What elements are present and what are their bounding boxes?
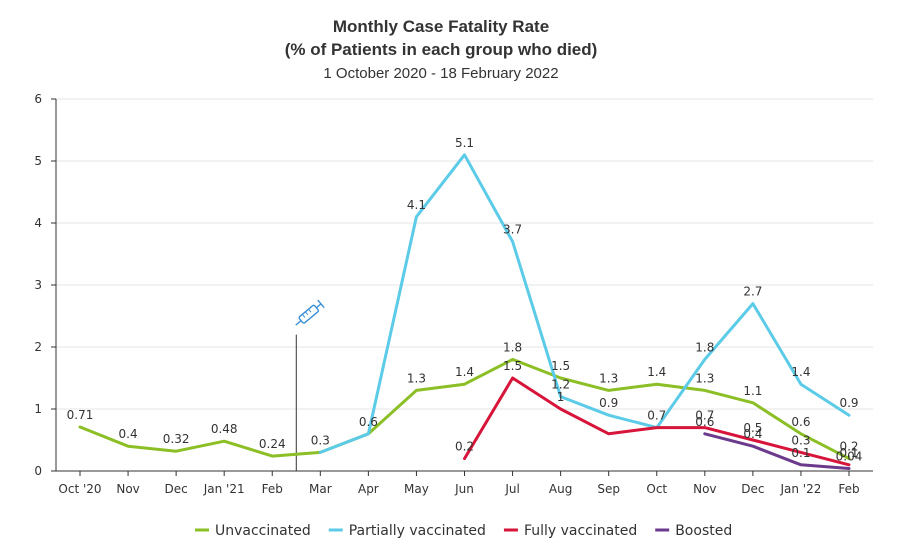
y-tick-label: 4 [34, 216, 42, 230]
data-label: 1.5 [551, 359, 570, 373]
y-tick-label: 5 [34, 154, 42, 168]
vaccination-start-annotation [295, 299, 325, 471]
data-label: 0.4 [119, 427, 138, 441]
data-label: 4.1 [407, 198, 426, 212]
x-tick-label: Nov [693, 482, 716, 496]
x-tick-label: May [404, 482, 429, 496]
data-label: 1.1 [743, 384, 762, 398]
y-gridlines [56, 98, 873, 410]
data-label: 0.32 [163, 432, 190, 446]
chart-title: Monthly Case Fatality Rate [333, 17, 549, 36]
data-label: 0.4 [743, 427, 762, 441]
data-label: 3.7 [503, 223, 522, 237]
legend-label: Boosted [675, 523, 732, 539]
data-label: 1.8 [695, 340, 714, 354]
y-tick-label: 1 [34, 402, 42, 416]
data-label: 0.9 [599, 396, 618, 410]
data-label: 0.6 [695, 415, 714, 429]
syringe-icon [295, 299, 325, 326]
legend-item-unvaccinated[interactable]: Unvaccinated [195, 523, 311, 539]
x-tick-label: Aug [549, 482, 572, 496]
data-label: 0.5 [743, 421, 762, 435]
data-label: 0.1 [791, 446, 810, 460]
x-tick-label: Dec [165, 482, 188, 496]
legend-label: Unvaccinated [215, 523, 311, 539]
data-label: 1.3 [407, 371, 426, 385]
data-labels: 0.710.4 0.320.480.24 0.30.61.3 1.41.81.51.3… [67, 136, 863, 464]
data-label: 0.48 [211, 422, 238, 436]
x-tick-label: Sep [597, 482, 620, 496]
x-tick-label: Oct '20 [58, 482, 101, 496]
y-tick-label: 6 [34, 92, 42, 106]
x-tick-label: Mar [309, 482, 332, 496]
data-label: 0.9 [839, 396, 858, 410]
data-label: 1.3 [695, 371, 714, 385]
legend-label: Fully vaccinated [524, 523, 637, 539]
syringe-needle [295, 320, 302, 326]
x-tick-label: Jan '22 [779, 482, 821, 496]
y-tick-label: 0 [34, 464, 42, 478]
data-label: 0.6 [791, 415, 810, 429]
y-tick-label: 3 [34, 278, 42, 292]
x-tick-label: Nov [116, 482, 139, 496]
series-line-boosted [703, 432, 851, 470]
syringe-barrel [298, 304, 320, 324]
series-line-partially-vaccinated [318, 153, 851, 454]
x-tick-label: Oct [646, 482, 667, 496]
x-tick-label: Apr [358, 482, 379, 496]
syringe-gauge-mark [305, 311, 309, 316]
legend-item-partially-vaccinated[interactable]: Partially vaccinated [328, 523, 486, 539]
data-label: 2.7 [743, 285, 762, 299]
data-label: 1.3 [599, 371, 618, 385]
y-axis: 0 1 2 3 4 5 6 [34, 92, 57, 478]
legend[interactable]: Unvaccinated Partially vaccinated Fully va… [195, 523, 732, 539]
data-label: 1 [557, 390, 565, 404]
data-label: 1.4 [647, 365, 666, 379]
data-label: 1.4 [455, 365, 474, 379]
data-label: 0.6 [359, 415, 378, 429]
data-label: 0.2 [839, 440, 858, 454]
x-tick-label: Feb [262, 482, 283, 496]
chart-subtitle-line1: (% of Patients in each group who died) [285, 40, 598, 59]
x-tick-label: Dec [741, 482, 764, 496]
x-tick-label: Feb [838, 482, 859, 496]
data-label: 0.1 [839, 446, 858, 460]
data-label: 0.7 [695, 409, 714, 423]
syringe-gauge-mark [301, 314, 306, 318]
data-label: 1.8 [503, 340, 522, 354]
chart-subtitle-line2: 1 October 2020 - 18 February 2022 [323, 65, 558, 82]
legend-item-fully-vaccinated[interactable]: Fully vaccinated [503, 523, 637, 539]
data-label: 0.3 [311, 433, 330, 447]
data-label: 0.71 [67, 408, 94, 422]
y-tick-label: 2 [34, 340, 42, 354]
data-label: 0.2 [455, 440, 474, 454]
data-label: 1.2 [551, 378, 570, 392]
data-label: 1.4 [791, 365, 810, 379]
data-label: 0.3 [791, 433, 810, 447]
series-lines [78, 153, 851, 470]
legend-item-boosted[interactable]: Boosted [655, 523, 732, 539]
data-label: 0.04 [836, 450, 863, 464]
data-label: 0.7 [647, 409, 666, 423]
syringe-plunger-cap [317, 299, 325, 309]
data-label: 5.1 [455, 136, 474, 150]
x-axis: Oct '20 Nov Dec Jan '21 Feb Mar Apr May Jun Jul Au… [56, 470, 873, 496]
x-tick-label: Jan '21 [203, 482, 245, 496]
legend-label: Partially vaccinated [349, 523, 486, 539]
x-tick-label: Jul [504, 482, 519, 496]
syringe-gauge-mark [308, 308, 312, 313]
syringe-plunger [315, 303, 322, 309]
data-label: 0.24 [259, 437, 286, 451]
data-label: 1.5 [503, 359, 522, 373]
x-tick-label: Jun [454, 482, 474, 496]
